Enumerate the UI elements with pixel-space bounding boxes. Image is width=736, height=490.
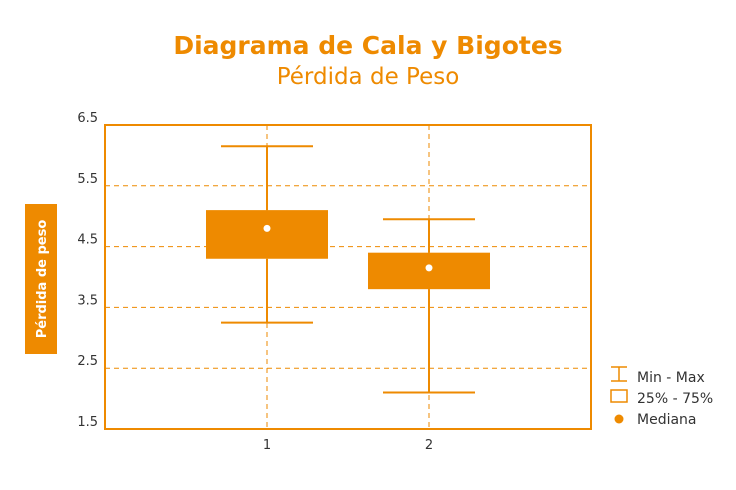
median-dot	[425, 264, 433, 272]
box-iqr	[206, 210, 328, 259]
plot-area-frame	[104, 124, 592, 430]
y-axis-label-background	[25, 204, 57, 354]
y-tick-label: 5.5	[77, 172, 98, 187]
y-tick-label: 1.5	[77, 415, 98, 430]
legend: Min - Max 25% - 75% Mediana	[610, 366, 713, 428]
y-tick-label: 3.5	[77, 293, 98, 308]
y-tick-labels: 6.5 5.5 4.5 3.5 2.5 1.5	[77, 111, 98, 430]
legend-item-min-max: Min - Max	[611, 366, 705, 386]
y-tick-label: 6.5	[77, 111, 98, 126]
median-dot	[263, 224, 271, 232]
x-tick-label: 2	[425, 438, 433, 453]
box-icon	[610, 389, 628, 403]
y-axis-label-badge: Pérdida de peso	[25, 204, 57, 354]
box-1	[206, 145, 328, 324]
box-2	[368, 218, 490, 394]
boxes	[206, 145, 490, 394]
grid-lines	[105, 125, 591, 429]
y-tick-label: 4.5	[77, 233, 98, 248]
legend-label-quartiles: 25% - 75%	[637, 391, 713, 407]
legend-label-min-max: Min - Max	[637, 370, 705, 386]
legend-item-quartiles: 25% - 75%	[610, 389, 713, 407]
legend-item-median: Mediana	[614, 412, 697, 428]
chart-subtitle: Pérdida de Peso	[277, 64, 460, 90]
y-tick-label: 2.5	[77, 354, 98, 369]
legend-label-median: Mediana	[637, 412, 697, 428]
whisker-icon	[611, 366, 627, 382]
chart-title: Diagrama de Cala y Bigotes	[173, 31, 562, 60]
y-axis-label: Pérdida de peso	[35, 220, 50, 339]
dot-icon	[614, 414, 624, 424]
x-tick-label: 1	[263, 438, 271, 453]
